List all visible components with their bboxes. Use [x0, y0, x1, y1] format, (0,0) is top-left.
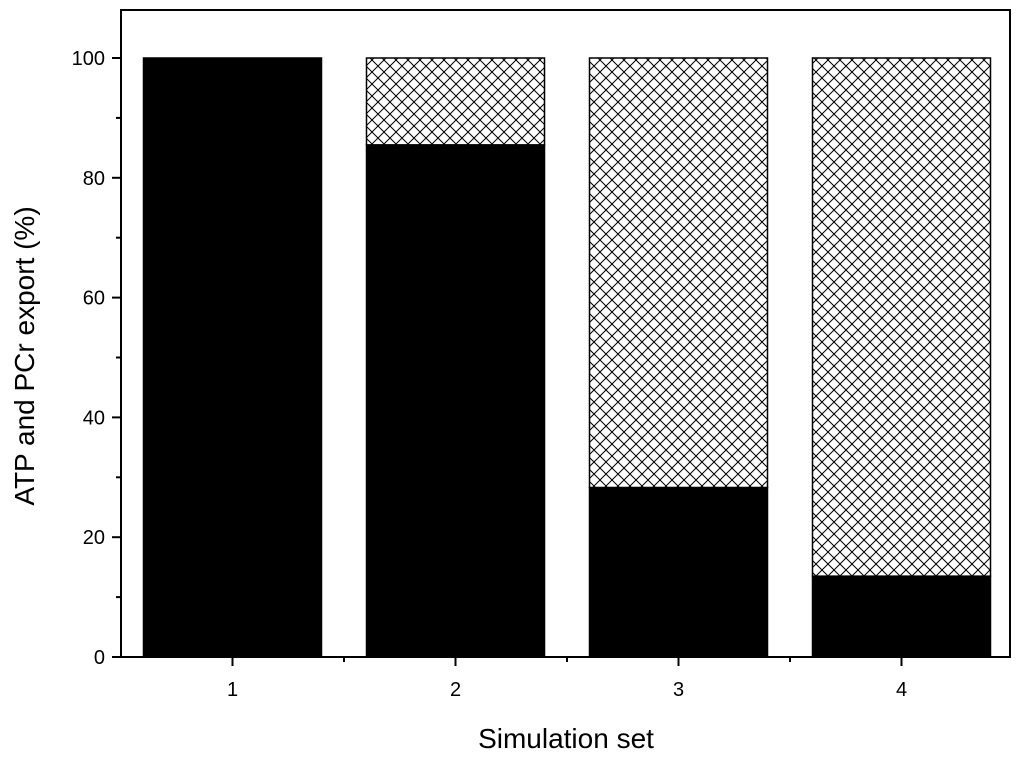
x-tick-label: 3	[673, 679, 684, 701]
x-tick-label: 4	[896, 679, 907, 701]
y-tick-label: 0	[94, 647, 105, 669]
bar-3-solid	[588, 486, 769, 658]
bar-4-hatched	[811, 57, 992, 577]
x-tick-label: 1	[227, 679, 238, 701]
y-tick-label: 60	[83, 288, 105, 310]
y-axis-title: ATP and PCr export (%)	[9, 206, 40, 505]
y-tick-label: 20	[83, 527, 105, 549]
y-tick-label: 100	[72, 48, 105, 70]
bar-2-solid	[365, 144, 546, 658]
bar-4-solid	[811, 575, 992, 658]
plot-frame	[120, 9, 1011, 658]
bar-3-hatched	[588, 57, 769, 489]
y-tick-label: 80	[83, 168, 105, 190]
x-tick-label: 2	[450, 679, 461, 701]
y-tick-label: 40	[83, 407, 105, 429]
x-axis-title: Simulation set	[478, 723, 654, 754]
bars-layer	[142, 57, 992, 658]
axes-layer: 0 20 40 60 80 100 1 2 3 4	[72, 9, 1011, 701]
bar-1-solid	[142, 57, 323, 658]
bar-2-hatched	[365, 57, 546, 146]
